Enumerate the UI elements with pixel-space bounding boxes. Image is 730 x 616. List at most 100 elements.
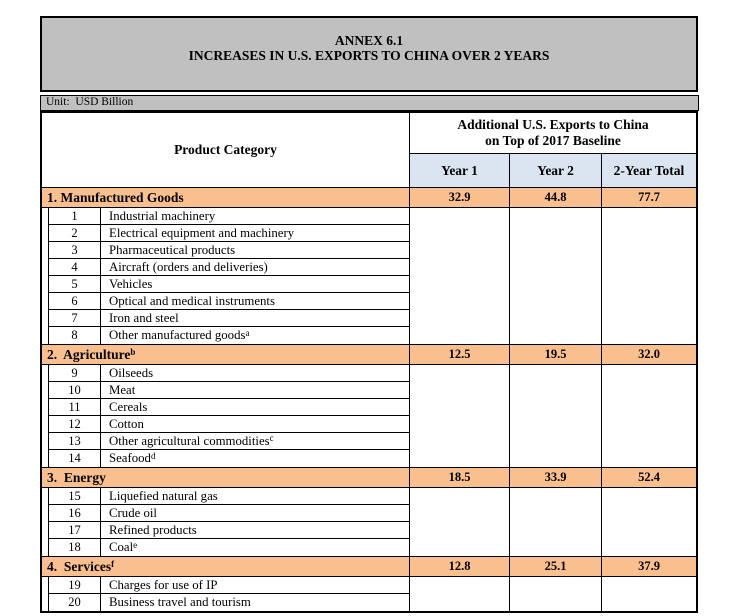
table-section: 1. Manufactured Goods 32.9 44.8 77.7 1 I… [42,187,696,344]
category-label-cell: 1. Manufactured Goods [42,188,410,207]
item-number: 12 [49,416,101,432]
category-value-year2: 25.1 [510,557,602,576]
item-row: 19 Charges for use of IP [49,577,409,594]
item-row: 13 Other agricultural commodities c [49,433,409,450]
item-superscript: d [150,450,156,461]
item-superscript: c [269,433,274,443]
category-value-total: 37.9 [638,559,660,573]
item-row: 12 Cotton [49,416,409,433]
item-number: 7 [49,310,101,326]
section-body: 19 Charges for use of IP 20 Business tra… [42,577,696,611]
item-name-cell: Liquefied natural gas [101,488,409,504]
item-number: 2 [49,225,101,241]
section-value-area [410,365,696,467]
item-row: 1 Industrial machinery [49,208,409,225]
merged-empty-cell-year2 [510,577,602,611]
item-row: 4 Aircraft (orders and deliveries) [49,259,409,276]
two-year-total-header-cell: 2-Year Total [602,154,696,187]
merged-empty-cell-total [602,577,696,611]
year2-header-cell: Year 2 [510,154,602,187]
item-number: 1 [49,208,101,224]
merged-empty-cell-year1 [410,488,510,556]
item-label: Charges for use of IP [109,577,218,592]
item-row: 17 Refined products [49,522,409,539]
item-label: Business travel and tourism [109,595,251,609]
item-label: Crude oil [109,505,157,520]
item-number: 19 [49,577,101,593]
item-superscript: e [133,539,138,550]
item-name-cell: Vehicles [101,276,409,292]
category-value-year1: 18.5 [410,468,510,487]
merged-empty-cell-year2 [510,365,602,467]
item-list-inset: 1 Industrial machinery 2 Electrical equi… [48,208,409,344]
table-section: 3. Energy 18.5 33.9 52.4 15 Liquefied na… [42,467,696,556]
item-superscript: a [245,327,250,338]
item-name-cell: Oilseeds [101,365,409,381]
item-name-cell: Cereals [101,399,409,415]
item-row: 10 Meat [49,382,409,399]
category-row: 1. Manufactured Goods 32.9 44.8 77.7 [42,187,696,208]
item-number: 3 [49,242,101,258]
item-number: 17 [49,522,101,538]
category-label: 4. Services [47,558,112,574]
category-value-year1: 32.9 [410,188,510,207]
item-label: Seafood [109,451,151,465]
item-list-inset: 19 Charges for use of IP 20 Business tra… [48,577,409,611]
item-label: Aircraft (orders and deliveries) [109,259,268,274]
item-name-cell: Electrical equipment and machinery [101,225,409,241]
item-name-cell: Optical and medical instruments [101,293,409,309]
item-row: 2 Electrical equipment and machinery [49,225,409,242]
item-row: 6 Optical and medical instruments [49,293,409,310]
value-header-block: Additional U.S. Exports to China on Top … [410,113,696,187]
item-name-cell: Other manufactured goods a [101,327,409,344]
category-value-year1: 12.5 [410,345,510,364]
item-name-cell: Seafood d [101,450,409,467]
section-item-list: 9 Oilseeds 10 Meat 11 Cereals 12 Cotton [42,365,410,467]
category-value-year2: 19.5 [510,345,602,364]
item-row: 14 Seafood d [49,450,409,467]
item-row: 18 Coal e [49,539,409,556]
item-name-cell: Aircraft (orders and deliveries) [101,259,409,275]
item-number: 4 [49,259,101,275]
section-value-area [410,208,696,344]
item-label: Liquefied natural gas [109,488,218,503]
title-box: ANNEX 6.1 INCREASES IN U.S. EXPORTS TO C… [40,16,698,92]
item-number: 14 [49,450,101,467]
item-row: 20 Business travel and tourism [49,594,409,611]
item-label: Other agricultural commodities [109,433,270,448]
category-value-year1: 12.8 [410,557,510,576]
merged-empty-cell-total [602,365,696,467]
value-header-cell: Additional U.S. Exports to China on Top … [410,113,696,154]
item-name-cell: Refined products [101,522,409,538]
item-label: Coal [109,540,134,554]
category-row: 3. Energy 18.5 33.9 52.4 [42,467,696,488]
item-label: Pharmaceutical products [109,242,236,257]
value-header-line2: on Top of 2017 Baseline [485,133,621,148]
section-body: 9 Oilseeds 10 Meat 11 Cereals 12 Cotton [42,365,696,467]
item-row: 8 Other manufactured goods a [49,327,409,344]
item-row: 11 Cereals [49,399,409,416]
table-sections: 1. Manufactured Goods 32.9 44.8 77.7 1 I… [42,187,696,611]
table-section: 4. Services f 12.8 25.1 37.9 19 Charges f… [42,556,696,611]
year-header-row: Year 1 Year 2 2-Year Total [410,154,696,187]
category-value-total: 32.0 [638,347,660,361]
item-label: Meat [109,382,136,397]
item-label: Vehicles [109,276,153,291]
item-list-inset: 15 Liquefied natural gas 16 Crude oil 17… [48,488,409,556]
item-number: 15 [49,488,101,504]
merged-empty-cell-year1 [410,365,510,467]
table-section: 2. Agriculture b 12.5 19.5 32.0 9 Oilseed… [42,344,696,467]
category-row: 4. Services f 12.8 25.1 37.9 [42,556,696,577]
item-row: 9 Oilseeds [49,365,409,382]
merged-empty-cell-year1 [410,577,510,611]
annex-subtitle: INCREASES IN U.S. EXPORTS TO CHINA OVER … [188,48,550,63]
category-value-year2: 33.9 [510,468,602,487]
unit-label-bar: Unit: USD Billion [40,95,699,111]
category-value-total: 52.4 [638,470,660,484]
item-name-cell: Meat [101,382,409,398]
item-label: Cotton [109,416,144,431]
annex-title: ANNEX 6.1 [334,33,404,48]
item-number: 8 [49,327,101,344]
item-name-cell: Business travel and tourism [101,594,409,611]
